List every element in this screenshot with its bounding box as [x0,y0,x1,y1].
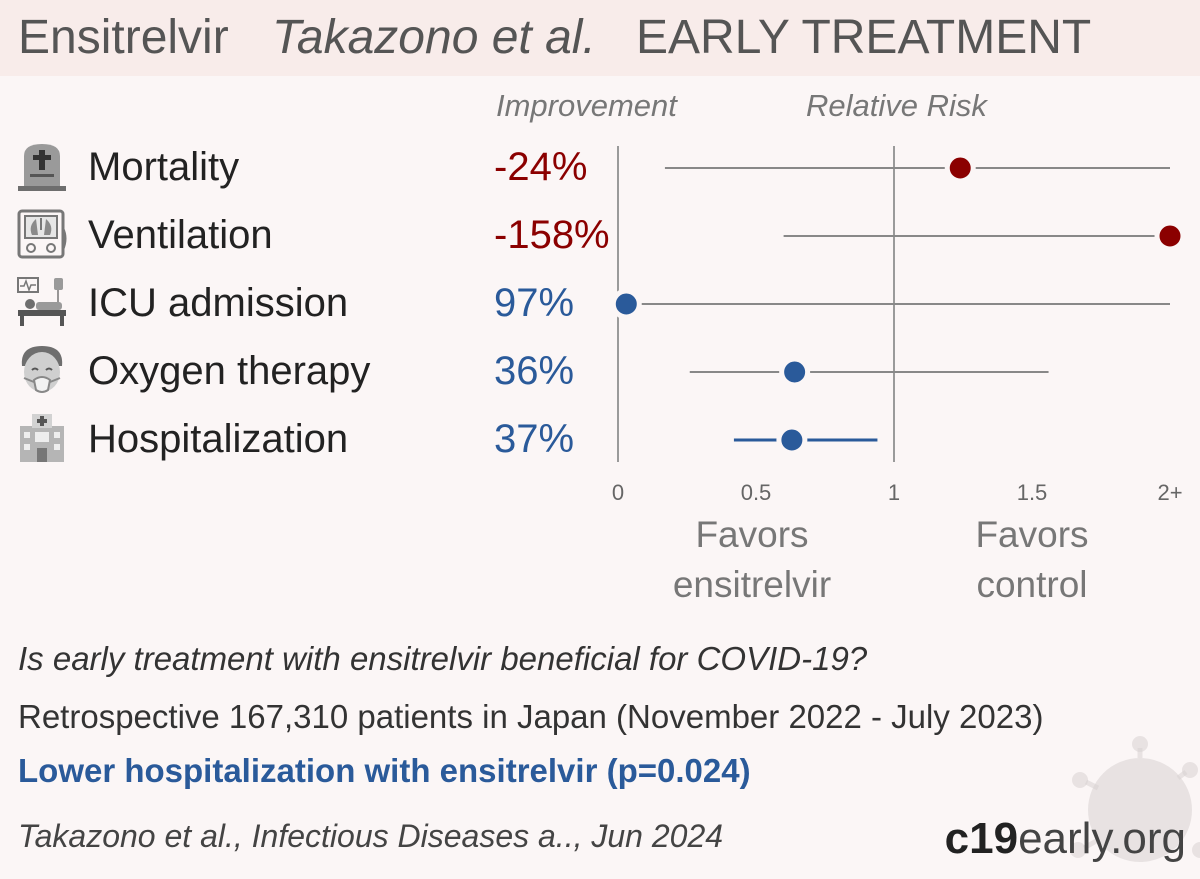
tick-label-3: 1.5 [1017,480,1048,505]
tick-label-4: 2+ [1157,480,1182,505]
improvement-ventilation: -158% [494,213,610,257]
virus-watermark-icon [1070,736,1200,862]
favors-right-line2: control [976,564,1088,605]
citation-link[interactable]: Takazono et al., Infectious Diseases a..… [18,818,724,854]
outcome-label-icu: ICU admission [88,281,349,325]
favors-left-line1: Favors [695,514,809,555]
point-estimate-3 [779,356,811,388]
treatment-category: EARLY TREATMENT [636,11,1092,64]
point-estimate-0 [944,152,976,184]
drug-name: Ensitrelvir [18,11,229,64]
ventilator-icon [17,209,67,259]
brand-logo[interactable]: c19early.org [945,814,1186,864]
improvement-mortality: -24% [494,145,588,189]
favors-control-label: Favors control [902,510,1162,610]
favors-left-line2: ensitrelvir [672,564,832,605]
study-authors: Takazono et al. [272,11,596,64]
improvement-oxygen: 36% [494,349,575,393]
header-bar: Ensitrelvir Takazono et al. EARLY TREATM… [0,0,1200,76]
point-estimate-2 [610,288,642,320]
favors-right-line1: Favors [975,514,1089,555]
outcome-label-mortality: Mortality [88,145,240,189]
tombstone-icon [18,144,66,191]
tick-label-2: 1 [888,480,900,505]
study-question: Is early treatment with ensitrelvir bene… [18,640,868,677]
point-estimate-1 [1154,220,1186,252]
brand-rest: early.org [1018,814,1186,863]
study-design: Retrospective 167,310 patients in Japan … [18,698,1044,735]
outcome-label-ventilation: Ventilation [88,213,273,257]
point-estimate-4 [776,424,808,456]
tick-label-0: 0 [612,480,624,505]
oxygen-mask-icon [21,346,63,393]
tick-label-1: 0.5 [741,480,772,505]
favors-ensitrelvir-label: Favors ensitrelvir [622,510,882,610]
outcome-label-oxygen: Oxygen therapy [88,349,371,393]
improvement-icu: 97% [494,281,575,325]
improvement-hospitalization: 37% [494,417,575,461]
hospital-bed-icon [17,277,66,326]
study-conclusion: Lower hospitalization with ensitrelvir (… [18,752,751,789]
outcome-label-hospitalization: Hospitalization [88,417,349,461]
relative-risk-heading: Relative Risk [806,88,987,123]
improvement-heading: Improvement [496,88,677,123]
brand-bold: c19 [944,814,1019,863]
hospital-building-icon [20,414,64,462]
